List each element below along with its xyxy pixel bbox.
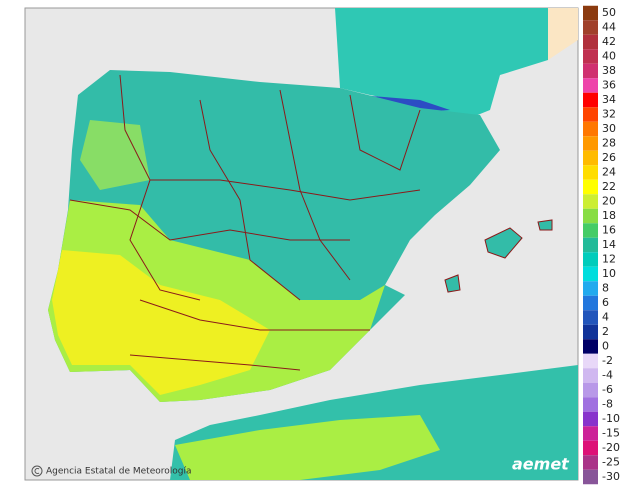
border	[69, 199, 350, 241]
legend-swatch	[583, 252, 598, 267]
legend-label: 0	[602, 340, 609, 353]
legend-label: 28	[602, 137, 616, 150]
legend-swatch	[583, 339, 598, 354]
legend-swatch	[583, 281, 598, 296]
legend-label: 36	[602, 79, 616, 92]
logo: aemet	[512, 455, 570, 474]
legend-swatch	[583, 121, 598, 137]
legend-label: -2	[602, 354, 613, 367]
legend-swatch	[583, 397, 598, 412]
legend-label: -30	[602, 470, 620, 483]
credit: Agencia Estatal de Meteorología	[46, 467, 192, 477]
africa-warm	[175, 415, 440, 480]
menorca	[537, 219, 553, 231]
legend-swatch	[583, 49, 598, 64]
legend-swatch	[583, 34, 598, 50]
legend-label: 6	[602, 296, 609, 309]
legend-label: -15	[602, 427, 620, 440]
legend-swatch	[583, 237, 598, 253]
legend-label: -4	[602, 369, 613, 382]
copyright-c	[34, 468, 40, 474]
legend-label: 8	[602, 282, 609, 295]
alps	[548, 8, 578, 60]
border	[139, 299, 370, 331]
legend-label: -10	[602, 412, 620, 425]
southwest-warm	[52, 250, 270, 395]
border	[279, 89, 351, 281]
legend-label: 40	[602, 50, 616, 63]
legend-label: 26	[602, 151, 616, 164]
legend-swatch	[583, 63, 598, 79]
legend-swatch	[583, 295, 598, 311]
legend-label: 12	[602, 253, 616, 266]
legend-label: 34	[602, 93, 616, 106]
legend-swatch	[583, 266, 598, 282]
borders	[69, 74, 421, 371]
legend-swatch	[583, 165, 598, 180]
map	[48, 8, 578, 480]
ibiza	[444, 274, 461, 293]
legend-label: -8	[602, 398, 613, 411]
legend-swatch	[583, 208, 598, 224]
northwest-green	[80, 120, 150, 190]
france	[335, 8, 548, 118]
legend-swatch	[583, 440, 598, 456]
legend-label: 14	[602, 238, 616, 251]
legend-swatch	[583, 150, 598, 166]
legend-swatch	[583, 78, 598, 93]
legend-swatch	[583, 20, 598, 35]
legend-swatch	[583, 324, 598, 340]
legend-swatch	[583, 107, 598, 122]
border	[119, 74, 201, 301]
legend-swatch	[583, 368, 598, 383]
legend-label: -25	[602, 456, 620, 469]
legend-swatch	[583, 5, 598, 21]
copyright-icon	[31, 465, 43, 477]
legend-label: 44	[602, 21, 616, 34]
legend: 5044424038363432302826242220181614121086…	[583, 5, 620, 485]
legend-swatch	[583, 426, 598, 441]
legend-swatch	[583, 92, 598, 108]
legend-label: 20	[602, 195, 616, 208]
mallorca	[484, 227, 523, 259]
legend-label: 38	[602, 64, 616, 77]
legend-swatch	[583, 194, 598, 209]
legend-swatch	[583, 411, 598, 427]
legend-label: 22	[602, 180, 616, 193]
legend-label: 32	[602, 108, 616, 121]
legend-label: 16	[602, 224, 616, 237]
legend-swatch	[583, 469, 598, 485]
legend-swatch	[583, 382, 598, 398]
border	[349, 94, 421, 171]
legend-label: -6	[602, 383, 613, 396]
legend-label: -20	[602, 441, 620, 454]
legend-swatch	[583, 223, 598, 238]
legend-swatch	[583, 455, 598, 470]
legend-label: 10	[602, 267, 616, 280]
legend-label: 4	[602, 311, 609, 324]
legend-label: 18	[602, 209, 616, 222]
border	[129, 354, 301, 371]
border	[150, 179, 421, 201]
legend-label: 30	[602, 122, 616, 135]
legend-label: 24	[602, 166, 616, 179]
legend-label: 2	[602, 325, 609, 338]
legend-swatch	[583, 136, 598, 151]
border	[199, 99, 301, 301]
legend-swatch	[583, 179, 598, 195]
legend-label: 42	[602, 35, 616, 48]
legend-label: 50	[602, 6, 616, 19]
legend-swatch	[583, 310, 598, 325]
legend-swatch	[583, 353, 598, 369]
